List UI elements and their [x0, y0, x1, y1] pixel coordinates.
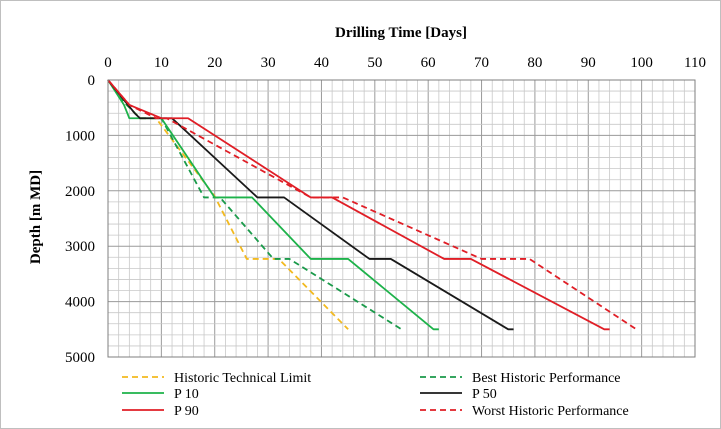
- x-tick-label: 50: [367, 55, 382, 71]
- series-line-6: [107, 79, 637, 331]
- plot-area-border: [107, 79, 696, 358]
- y-tick-label: 1000: [65, 128, 95, 144]
- y-axis-title: Depth [m MD]: [28, 170, 44, 264]
- x-tick-label: 80: [527, 55, 542, 71]
- legend-entry: Best Historic Performance: [420, 371, 621, 386]
- series-line-5: [107, 79, 610, 331]
- axes-layer: 0 10 20 30 40 50 60 70 80 90 100 110 0 1000 2000 3000 40…: [65, 55, 706, 366]
- x-tick-label: 60: [421, 55, 436, 71]
- series-line-4: [107, 79, 514, 331]
- legend-label: Best Historic Performance: [472, 371, 621, 386]
- series-layer: [107, 79, 637, 331]
- x-tick-label: 30: [261, 55, 276, 71]
- y-tick-label: 3000: [65, 239, 95, 255]
- y-tick-label: 5000: [65, 350, 95, 366]
- x-axis-title: Drilling Time [Days]: [335, 25, 467, 41]
- legend-label: Worst Historic Performance: [472, 404, 629, 419]
- legend-entry: Historic Technical Limit: [122, 371, 311, 386]
- x-tick-label: 10: [154, 55, 169, 71]
- y-tick-label: 4000: [65, 295, 95, 311]
- x-tick-label: 90: [581, 55, 596, 71]
- legend-label: P 50: [472, 387, 497, 402]
- x-tick-label: 100: [630, 55, 653, 71]
- legend-label: P 90: [174, 404, 199, 419]
- y-tick-label: 0: [88, 73, 96, 89]
- y-tick-label: 2000: [65, 184, 95, 200]
- x-tick-label: 40: [314, 55, 329, 71]
- legend-entry: P 50: [420, 387, 497, 402]
- series-line-3: [107, 79, 439, 331]
- x-tick-label: 70: [474, 55, 489, 71]
- x-tick-label: 20: [207, 55, 222, 71]
- legend: Historic Technical Limit Best Historic Pe…: [122, 371, 629, 419]
- x-tick-label: 110: [684, 55, 706, 71]
- x-tick-label: 0: [104, 55, 112, 71]
- legend-entry: Worst Historic Performance: [420, 404, 629, 419]
- legend-label: P 10: [174, 387, 199, 402]
- legend-entry: P 10: [122, 387, 199, 402]
- legend-label: Historic Technical Limit: [174, 371, 311, 386]
- legend-entry: P 90: [122, 404, 199, 419]
